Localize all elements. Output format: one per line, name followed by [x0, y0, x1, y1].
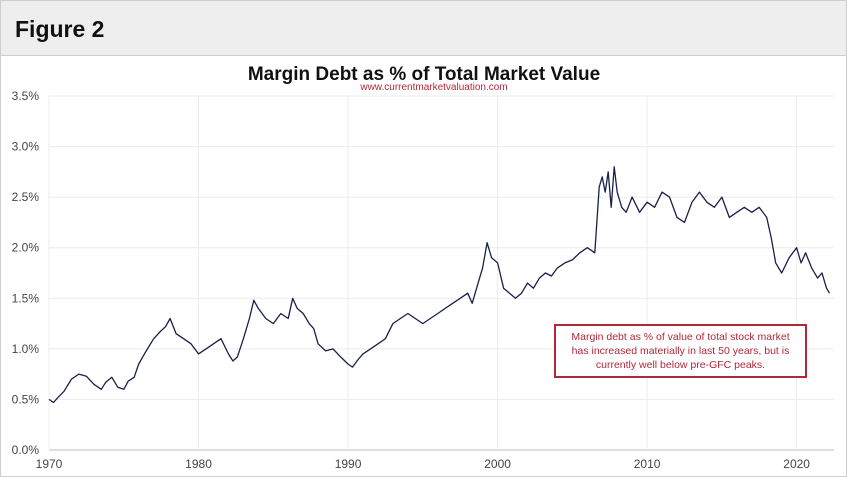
x-tick-label: 2010: [634, 457, 661, 471]
chart-area: Margin Debt as % of Total Market Value w…: [1, 56, 846, 476]
annotation-box: Margin debt as % of value of total stock…: [554, 324, 807, 378]
y-tick-label: 2.5%: [12, 190, 40, 204]
x-tick-label: 2020: [783, 457, 810, 471]
y-tick-label: 0.0%: [12, 443, 40, 457]
y-axis-ticks: 0.0% 0.5% 1.0% 1.5% 2.0% 2.5% 3.0% 3.5%: [12, 89, 40, 457]
y-tick-label: 3.5%: [12, 89, 40, 103]
line-chart: Margin Debt as % of Total Market Value w…: [12, 64, 834, 471]
y-tick-label: 1.5%: [12, 291, 40, 305]
series-line: [48, 166, 831, 404]
x-tick-label: 1970: [36, 457, 63, 471]
y-tick-label: 0.5%: [12, 392, 40, 406]
y-tick-label: 3.0%: [12, 140, 40, 154]
x-tick-label: 1980: [185, 457, 212, 471]
y-tick-label: 2.0%: [12, 241, 40, 255]
x-tick-label: 2000: [484, 457, 511, 471]
chart-subtitle: www.currentmarketvaluation.com: [359, 82, 507, 93]
gridlines: [48, 95, 834, 451]
chart-title: Margin Debt as % of Total Market Value: [248, 64, 600, 85]
x-tick-label: 1990: [335, 457, 362, 471]
figure-header: Figure 2: [1, 1, 846, 56]
y-tick-label: 1.0%: [12, 342, 40, 356]
series-group: [48, 166, 831, 404]
figure-label: Figure 2: [15, 16, 105, 42]
x-axis-ticks: 1970 1980 1990 2000 2010 2020: [36, 457, 811, 471]
